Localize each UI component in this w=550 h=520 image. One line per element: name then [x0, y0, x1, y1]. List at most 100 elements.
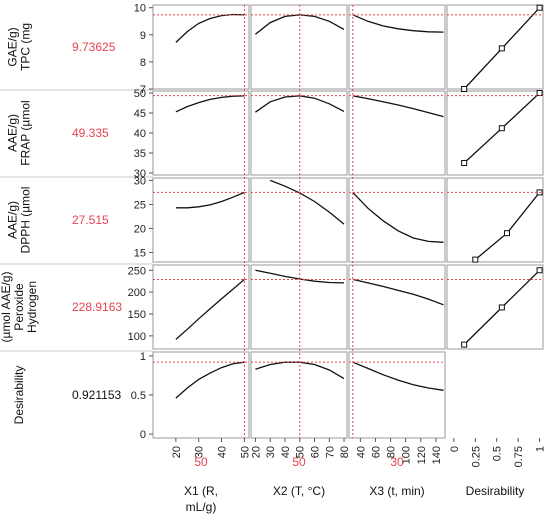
panel-frame [152, 351, 250, 439]
panel-frame [250, 177, 348, 263]
y-tick-label: 100 [128, 331, 146, 343]
response-label: Hydrogen [25, 281, 39, 333]
y-tick-label: 150 [128, 309, 146, 321]
desirability-marker [498, 125, 505, 132]
panel-frame [250, 264, 348, 350]
panel-frame [152, 4, 250, 90]
x-tick-label: 0.25 [470, 446, 482, 467]
response-label: AAE/g) [6, 201, 20, 239]
x-tick-label: 70 [324, 446, 336, 458]
panel-frame [152, 90, 250, 176]
x-tick-label: 40 [217, 446, 229, 458]
factor-label: Desirability [466, 484, 525, 498]
response-current-value: 0.921153 [72, 388, 121, 402]
y-tick-label: 250 [128, 265, 146, 277]
desirability-marker [461, 86, 468, 92]
y-tick-label: 35 [134, 148, 146, 160]
x-tick-label: 60 [370, 446, 382, 458]
y-tick-label: 1 [140, 351, 146, 363]
factor-label: X3 (t, min) [369, 484, 424, 498]
panel-frame [250, 90, 348, 176]
response-label: TPC (mg [19, 23, 33, 71]
y-tick-label: 7 [140, 84, 146, 96]
panel-frame [348, 177, 446, 263]
response-curve-x3 [352, 95, 444, 118]
desirability-marker [536, 267, 543, 274]
panel-frame [348, 351, 446, 439]
factor-label: mL/g) [186, 500, 217, 514]
x-tick-label: 100 [401, 446, 413, 464]
y-tick-label: 0 [140, 429, 146, 441]
factor-current-value: 50 [292, 455, 306, 469]
response-curve-x1 [175, 191, 245, 209]
y-tick-label: 9 [140, 30, 146, 42]
response-label: FRAP (µmol [19, 100, 33, 165]
x-tick-label: 0.5 [492, 446, 504, 461]
factor-current-value: 50 [194, 455, 208, 469]
x-tick-label: 40 [280, 446, 292, 458]
y-tick-label: 15 [134, 247, 146, 259]
x-tick-label: 50 [295, 446, 307, 458]
response-label: AAE/g) [6, 114, 20, 152]
y-tick-label: 10 [134, 3, 146, 15]
x-tick-label: 0.75 [513, 446, 525, 467]
x-tick-label: 20 [250, 446, 262, 458]
panel-frame [446, 264, 544, 350]
y-tick-label: 45 [134, 108, 146, 120]
desirability-marker [472, 256, 479, 263]
response-curve-x1 [175, 278, 245, 340]
response-current-value: 27.515 [72, 213, 109, 227]
x-tick-label: 40 [355, 446, 367, 458]
x-tick-label: 20 [171, 446, 183, 458]
x-tick-label: 50 [239, 446, 251, 458]
desirability-marker [461, 341, 468, 348]
y-tick-label: 8 [140, 57, 146, 69]
panel-frame [348, 90, 446, 176]
response-curve-x3 [352, 278, 444, 306]
x-tick-label: 80 [386, 446, 398, 458]
factor-label: X1 (R, [184, 484, 218, 498]
desirability-marker [498, 45, 505, 52]
x-tick-label: 140 [431, 446, 443, 464]
factor-current-value: 30 [390, 455, 404, 469]
desirability-marker [504, 230, 510, 237]
response-label: DPPH (µmol [19, 187, 33, 254]
panel-frame [348, 264, 446, 350]
y-tick-label: 50 [134, 88, 146, 100]
response-curve-x3 [352, 191, 444, 243]
factor-label: X2 (T, °C) [273, 484, 325, 498]
response-curve-desirability [474, 191, 541, 261]
panel-frame [348, 4, 446, 90]
response-label: Desirability [12, 366, 26, 425]
desirability-marker [461, 160, 468, 166]
response-curve-x1 [175, 13, 245, 43]
y-tick-label: 200 [128, 287, 146, 299]
panel-frame [446, 177, 544, 263]
x-tick-label: 60 [310, 446, 322, 458]
x-tick-label: 30 [265, 446, 277, 458]
x-tick-label: 1 [535, 446, 547, 452]
response-curve-x3 [352, 14, 444, 33]
x-tick-label: 120 [416, 446, 428, 464]
response-curve-x1 [175, 361, 245, 399]
y-tick-label: 40 [134, 128, 146, 140]
response-curve-x2 [269, 179, 345, 225]
y-tick-label: 30 [134, 168, 146, 180]
x-tick-label: 30 [194, 446, 206, 458]
desirability-marker [536, 4, 543, 11]
response-label: (µmol AAE/g) [0, 272, 13, 343]
panel-frame [446, 4, 544, 90]
panel-frame [446, 90, 544, 176]
y-tick-label: 25 [134, 199, 146, 211]
response-current-value: 9.73625 [72, 40, 116, 54]
panel-frame [152, 264, 250, 350]
response-curve-x1 [175, 95, 245, 113]
panel-frame [250, 351, 348, 439]
panel-frame [152, 177, 250, 263]
panel-frame [250, 4, 348, 90]
desirability-marker [498, 304, 505, 311]
x-tick-label: 0 [449, 446, 461, 452]
desirability-marker [536, 90, 543, 96]
response-curve-x3 [352, 361, 444, 391]
